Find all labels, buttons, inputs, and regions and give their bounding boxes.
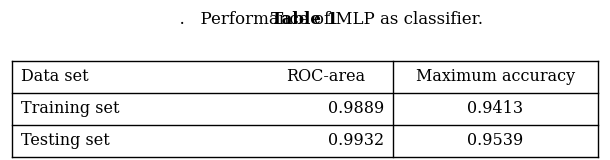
Text: 0.9889: 0.9889 (328, 100, 384, 117)
Text: Table 1: Table 1 (271, 11, 339, 28)
Text: 0.9413: 0.9413 (467, 100, 523, 117)
Text: Data set: Data set (21, 68, 88, 85)
Text: .   Performance of MLP as classifier.: . Performance of MLP as classifier. (127, 11, 483, 28)
Text: ROC-area: ROC-area (286, 68, 365, 85)
Text: Training set: Training set (21, 100, 120, 117)
Text: 0.9539: 0.9539 (467, 132, 523, 149)
Text: Testing set: Testing set (21, 132, 110, 149)
Text: Maximum accuracy: Maximum accuracy (416, 68, 575, 85)
Text: 0.9932: 0.9932 (328, 132, 384, 149)
